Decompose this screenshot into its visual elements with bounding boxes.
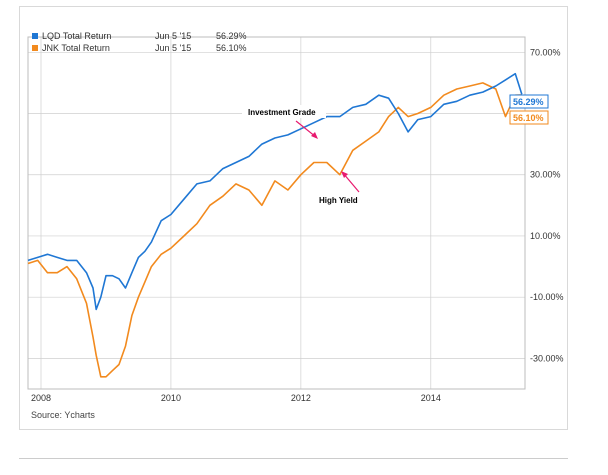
legend-name-lqd: LQD Total Return — [42, 31, 111, 41]
series-line-jnk — [27, 82, 522, 378]
x-tick-label: 2012 — [291, 393, 311, 403]
arrow-investment-grade — [295, 120, 317, 138]
annotation-label-investment-grade: Investment Grade — [248, 108, 316, 117]
divider — [19, 458, 568, 459]
legend-date-jnk: Jun 5 '15 — [155, 43, 191, 53]
legend-swatch-lqd — [32, 33, 38, 39]
series-layer — [27, 72, 523, 378]
y-tick-label: -10.00% — [530, 292, 564, 302]
y-axis-ticks: 70.00% 30.00% 10.00% -10.00% -30.00% — [530, 47, 564, 363]
y-tick-label: 30.00% — [530, 170, 561, 180]
chart-frame: 70.00% 30.00% 10.00% -10.00% -30.00% 2008 201… — [19, 6, 568, 430]
source-label: Source: Ycharts — [31, 410, 95, 420]
grid — [28, 37, 525, 389]
y-tick-label: 70.00% — [530, 47, 561, 57]
arrow-head-icon — [311, 132, 318, 139]
legend-date-lqd: Jun 5 '15 — [155, 31, 191, 41]
annotation-box — [310, 193, 406, 207]
series-line-lqd — [27, 72, 523, 311]
legend-value-lqd: 56.29% — [216, 31, 247, 41]
annotation-label-high-yield: High Yield — [319, 196, 358, 205]
legend-value-jnk: 56.10% — [216, 43, 247, 53]
legend-swatch-jnk — [32, 45, 38, 51]
y-tick-label: 10.00% — [530, 231, 561, 241]
end-badge-jnk — [509, 110, 549, 125]
end-badges: 56.29% 56.10% — [509, 94, 549, 125]
line-chart: 70.00% 30.00% 10.00% -10.00% -30.00% 2008 201… — [27, 31, 564, 403]
end-badge-jnk-value: 56.10% — [513, 113, 544, 123]
plot-border — [27, 36, 526, 390]
annotation-investment-grade: Investment Grade — [242, 105, 326, 139]
x-tick-label: 2008 — [31, 393, 51, 403]
x-tick-label: 2010 — [161, 393, 181, 403]
end-badge-lqd — [509, 94, 549, 109]
end-badge-lqd-value: 56.29% — [513, 97, 544, 107]
x-axis-ticks: 2008 2010 2012 2014 — [31, 393, 441, 403]
legend-name-jnk: JNK Total Return — [42, 43, 110, 53]
arrow-head-icon — [341, 171, 348, 178]
annotation-box — [242, 105, 326, 118]
legend: LQD Total Return Jun 5 '15 56.29% JNK To… — [32, 31, 247, 53]
annotation-high-yield: High Yield — [310, 171, 406, 207]
x-tick-label: 2014 — [421, 393, 441, 403]
y-tick-label: -30.00% — [530, 353, 564, 363]
